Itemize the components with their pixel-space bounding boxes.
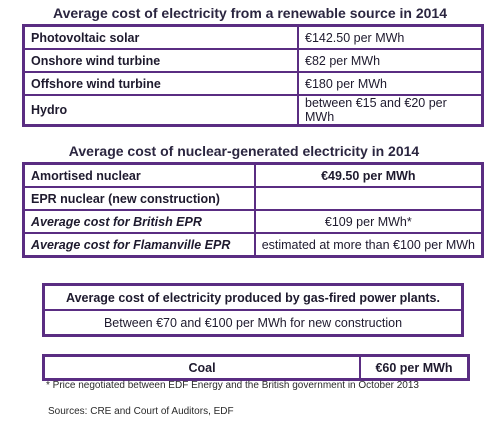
table-row: Average cost for British EPR €109 per MW… bbox=[22, 209, 484, 234]
coal-table: Coal €60 per MWh bbox=[42, 354, 470, 381]
table-row: Photovoltaic solar €142.50 per MWh bbox=[22, 24, 484, 50]
gas-table: Average cost of electricity produced by … bbox=[42, 283, 464, 337]
row-value: €109 per MWh* bbox=[253, 209, 484, 234]
row-value: €49.50 per MWh bbox=[253, 162, 484, 188]
row-label: Hydro bbox=[22, 94, 299, 127]
row-value: €142.50 per MWh bbox=[297, 24, 484, 50]
row-value bbox=[253, 186, 484, 211]
table-row: EPR nuclear (new construction) bbox=[22, 186, 484, 211]
gas-value: Between €70 and €100 per MWh for new con… bbox=[42, 309, 464, 337]
row-label: Onshore wind turbine bbox=[22, 48, 299, 73]
row-value: €180 per MWh bbox=[297, 71, 484, 96]
row-label: Average cost for Flamanville EPR bbox=[22, 232, 256, 258]
footnote: * Price negotiated between EDF Energy an… bbox=[46, 380, 419, 391]
table-row: Average cost for Flamanville EPR estimat… bbox=[22, 232, 484, 258]
table-row: Coal €60 per MWh bbox=[42, 354, 470, 381]
row-label: Average cost for British EPR bbox=[22, 209, 256, 234]
gas-title: Average cost of electricity produced by … bbox=[42, 283, 464, 311]
row-label: Offshore wind turbine bbox=[22, 71, 299, 96]
row-value: estimated at more than €100 per MWh bbox=[253, 232, 484, 258]
table-row: Hydro between €15 and €20 per MWh bbox=[22, 94, 484, 127]
row-value: €82 per MWh bbox=[297, 48, 484, 73]
row-label: Photovoltaic solar bbox=[22, 24, 299, 50]
nuclear-table: Amortised nuclear €49.50 per MWh EPR nuc… bbox=[22, 162, 484, 258]
nuclear-title: Average cost of nuclear-generated electr… bbox=[68, 143, 420, 159]
table-row: Between €70 and €100 per MWh for new con… bbox=[42, 309, 464, 337]
table-row: Amortised nuclear €49.50 per MWh bbox=[22, 162, 484, 188]
coal-value: €60 per MWh bbox=[359, 354, 470, 381]
row-label: EPR nuclear (new construction) bbox=[22, 186, 256, 211]
renewable-title: Average cost of electricity from a renew… bbox=[53, 5, 447, 21]
coal-label: Coal bbox=[42, 354, 361, 381]
table-row: Onshore wind turbine €82 per MWh bbox=[22, 48, 484, 73]
row-label: Amortised nuclear bbox=[22, 162, 256, 188]
table-row: Average cost of electricity produced by … bbox=[42, 283, 464, 311]
row-value: between €15 and €20 per MWh bbox=[297, 94, 484, 127]
sources: Sources: CRE and Court of Auditors, EDF bbox=[48, 406, 234, 417]
table-row: Offshore wind turbine €180 per MWh bbox=[22, 71, 484, 96]
renewable-table: Photovoltaic solar €142.50 per MWh Onsho… bbox=[22, 24, 484, 127]
